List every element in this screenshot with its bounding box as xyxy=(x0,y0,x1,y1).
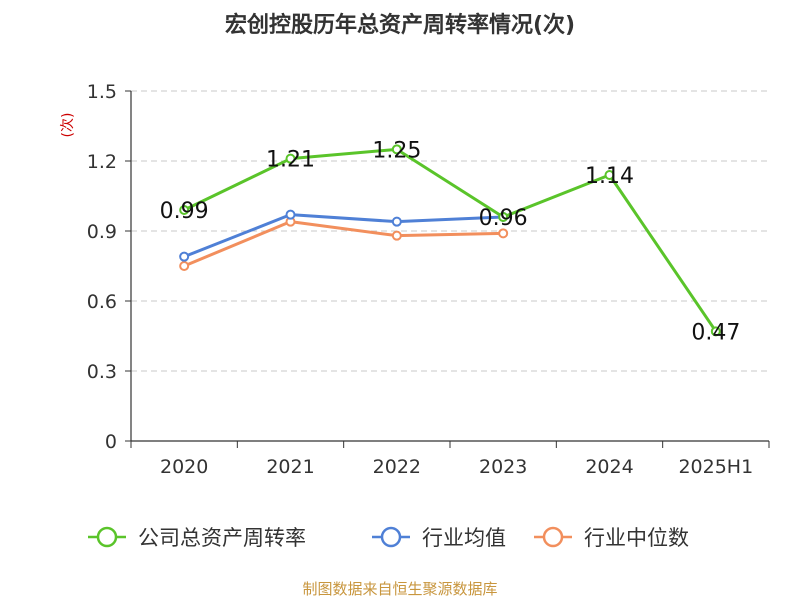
series-line-1 xyxy=(183,213,504,259)
series-0-point-1 xyxy=(285,153,296,164)
data-labels: 0.99 1.21 1.25 0.96 1.14 0.47 xyxy=(160,138,741,345)
data-label-2: 1.25 xyxy=(372,138,421,163)
legend-marker-2 xyxy=(542,526,564,548)
y-tick-label-1: 0.3 xyxy=(87,361,117,383)
y-tick-label-4: 1.2 xyxy=(87,151,117,173)
legend-marker-1 xyxy=(380,526,402,548)
series-2-point-0 xyxy=(179,261,190,271)
series-line-2 xyxy=(183,220,504,268)
series-2-point-3 xyxy=(498,228,509,239)
legend-label-1: 行业均值 xyxy=(422,526,506,550)
x-tick-label-0: 2020 xyxy=(160,456,208,478)
series-1-point-0 xyxy=(179,251,190,262)
y-tick-label-5: 1.5 xyxy=(87,81,117,103)
data-label-3: 0.96 xyxy=(479,206,528,231)
data-label-5: 0.47 xyxy=(691,320,740,345)
data-label-0: 0.99 xyxy=(160,199,209,224)
series-lines xyxy=(179,144,721,337)
series-0-point-2 xyxy=(391,144,402,155)
axes: 0 0.3 0.6 0.9 1.2 1.5 2020 2021 2022 2023 2024 2025… xyxy=(87,81,770,478)
x-tick-label-5: 2025H1 xyxy=(678,456,753,478)
y-tick-label-3: 0.9 xyxy=(87,221,117,243)
source-note: 制图数据来自恒生聚源数据库 xyxy=(302,580,497,598)
data-label-4: 1.14 xyxy=(585,164,634,189)
data-label-1: 1.21 xyxy=(266,148,315,173)
series-line-0 xyxy=(183,147,718,333)
series-0-point-0 xyxy=(179,205,190,215)
y-tick-label-2: 0.6 xyxy=(87,291,117,313)
y-tick-label-0: 0 xyxy=(105,431,117,453)
x-tick-label-2: 2022 xyxy=(373,456,421,478)
x-tick-label-1: 2021 xyxy=(266,456,314,478)
series-1-point-2 xyxy=(391,216,402,227)
y-axis-unit: (次) xyxy=(60,113,76,138)
series-1-point-1 xyxy=(285,209,296,220)
series-0-point-3 xyxy=(498,212,509,222)
grid-lines xyxy=(131,90,769,372)
legend-label-0: 公司总资产周转率 xyxy=(138,526,306,550)
series-0-point-5 xyxy=(710,326,721,337)
x-tick-label-4: 2024 xyxy=(585,456,633,478)
legend-label-2: 行业中位数 xyxy=(584,526,689,550)
legend-marker-0 xyxy=(96,526,118,548)
x-tick-label-3: 2023 xyxy=(479,456,527,478)
series-0-point-4 xyxy=(604,170,615,180)
series-2-point-2 xyxy=(391,230,402,241)
legend: 公司总资产周转率 行业均值 行业中位数 xyxy=(88,526,689,550)
chart-title: 宏创控股历年总资产周转率情况(次) xyxy=(225,12,575,38)
